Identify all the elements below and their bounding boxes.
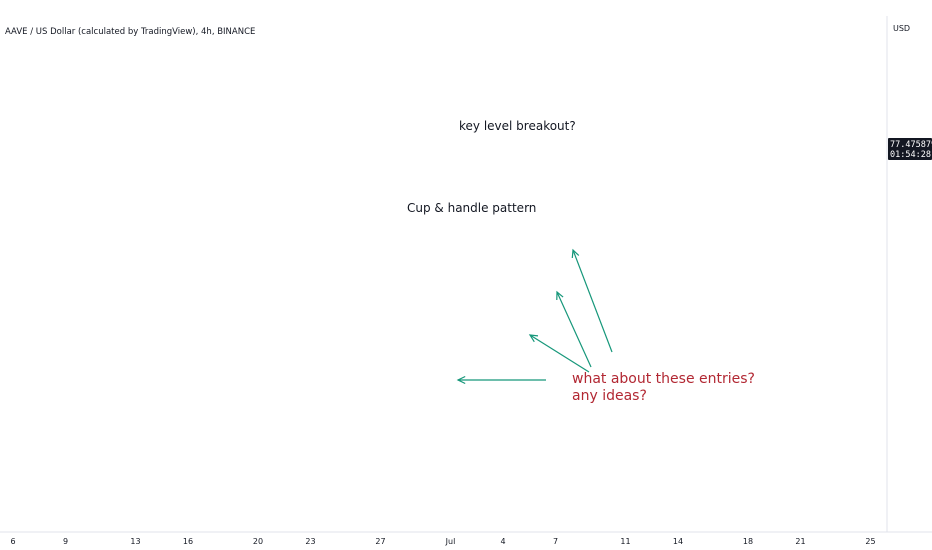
time-tick-label: 25 bbox=[865, 537, 875, 546]
time-tick-label: 14 bbox=[673, 537, 683, 546]
time-tick-label: 11 bbox=[620, 537, 630, 546]
chart-title: AAVE / US Dollar (calculated by TradingV… bbox=[5, 27, 255, 37]
arrow-head bbox=[571, 248, 580, 259]
breakout-annotation: key level breakout? bbox=[459, 119, 576, 133]
time-tick-label: 9 bbox=[63, 537, 68, 546]
arrow-head bbox=[528, 334, 539, 343]
last-price-badge-bg bbox=[888, 138, 932, 160]
time-tick-label: 21 bbox=[795, 537, 805, 546]
currency-label: USD bbox=[893, 24, 910, 33]
time-tick-label: 13 bbox=[130, 537, 140, 546]
countdown-timer: 01:54:28 bbox=[890, 150, 931, 160]
time-tick-label: 20 bbox=[253, 537, 263, 546]
time-tick-label: 6 bbox=[10, 537, 15, 546]
time-tick-label: 27 bbox=[375, 537, 385, 546]
question-annotation-line1: what about these entries? bbox=[572, 371, 755, 387]
arrow-shaft bbox=[556, 291, 592, 368]
arrow-head bbox=[556, 290, 564, 301]
time-tick-label: 16 bbox=[183, 537, 193, 546]
time-tick-label: 4 bbox=[500, 537, 505, 546]
annotation-arrows bbox=[456, 248, 613, 385]
time-axis[interactable]: 6 9 13 16 20 23 27 Jul 4 7 11 14 18 21 25 bbox=[10, 537, 875, 546]
question-annotation-line2: any ideas? bbox=[572, 388, 647, 404]
last-price-badge: 77.475879 01:54:28 bbox=[888, 138, 932, 160]
pattern-annotation: Cup & handle pattern bbox=[407, 201, 536, 215]
arrow-shaft bbox=[529, 334, 590, 373]
time-tick-label: Jul bbox=[445, 537, 456, 546]
arrow-head bbox=[456, 375, 466, 385]
time-tick-label: 23 bbox=[305, 537, 315, 546]
last-price-value: 77.475879 bbox=[890, 140, 932, 150]
time-tick-label: 7 bbox=[553, 537, 558, 546]
arrow-shaft bbox=[572, 249, 613, 353]
time-tick-label: 18 bbox=[743, 537, 753, 546]
